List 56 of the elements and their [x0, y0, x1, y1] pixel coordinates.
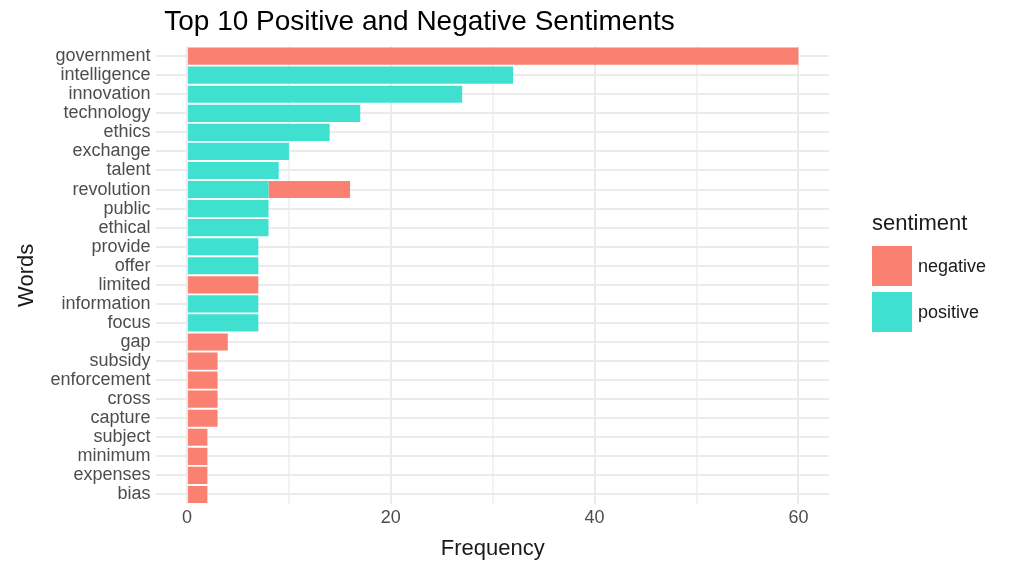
y-tick-label: exchange — [72, 140, 151, 161]
bar — [188, 47, 799, 65]
bar — [188, 485, 208, 504]
y-tick-label: information — [61, 292, 151, 313]
chart-title: Top 10 Positive and Negative Sentiments — [164, 4, 675, 36]
y-tick-label: limited — [98, 273, 151, 294]
y-tick-label: revolution — [72, 178, 151, 199]
y-tick-label: ethics — [103, 121, 151, 142]
y-tick-label: intelligence — [60, 64, 151, 85]
bar — [188, 276, 259, 294]
bar — [188, 257, 259, 275]
y-tick-label: government — [55, 45, 151, 66]
bar — [188, 409, 218, 427]
bar — [268, 180, 351, 199]
legend-title: sentiment — [872, 210, 969, 236]
y-tick-label: capture — [90, 407, 151, 428]
bar — [188, 142, 289, 160]
y-tick-label: offer — [114, 254, 151, 275]
bar — [188, 85, 463, 103]
x-tick-label: 40 — [584, 506, 605, 527]
bar — [188, 238, 259, 256]
y-tick-label: subsidy — [89, 350, 151, 371]
y-tick-label: minimum — [77, 445, 151, 466]
y-tick-label: enforcement — [50, 369, 151, 390]
bar — [188, 104, 361, 122]
x-tick-label: 20 — [380, 506, 401, 527]
y-tick-label: talent — [106, 159, 151, 180]
y-tick-label: gap — [120, 330, 151, 351]
y-tick-label: expenses — [73, 464, 151, 485]
bar — [188, 123, 330, 141]
bar — [188, 66, 514, 84]
bar — [188, 466, 208, 484]
y-tick-label: technology — [63, 102, 151, 123]
y-tick-label: provide — [91, 235, 151, 256]
legend-label: negative — [918, 255, 987, 277]
bar — [188, 180, 269, 199]
x-tick-label: 0 — [182, 506, 193, 527]
bar — [188, 447, 208, 465]
y-tick-label: bias — [117, 483, 151, 504]
y-tick-label: focus — [107, 311, 151, 332]
bar — [188, 428, 208, 446]
bar — [188, 219, 269, 237]
bar — [188, 161, 279, 180]
legend-label: positive — [918, 301, 980, 323]
y-tick-label: cross — [107, 388, 151, 409]
y-tick-label: subject — [93, 426, 151, 447]
bar — [188, 390, 218, 408]
y-axis-title: Words — [13, 243, 39, 307]
bar — [188, 371, 218, 389]
x-tick-label: 60 — [788, 506, 809, 527]
bar — [188, 314, 259, 332]
bar — [188, 200, 269, 218]
x-axis-title: Frequency — [440, 534, 545, 560]
y-tick-label: public — [103, 197, 151, 218]
y-tick-label: innovation — [68, 83, 151, 104]
bar — [188, 295, 259, 313]
